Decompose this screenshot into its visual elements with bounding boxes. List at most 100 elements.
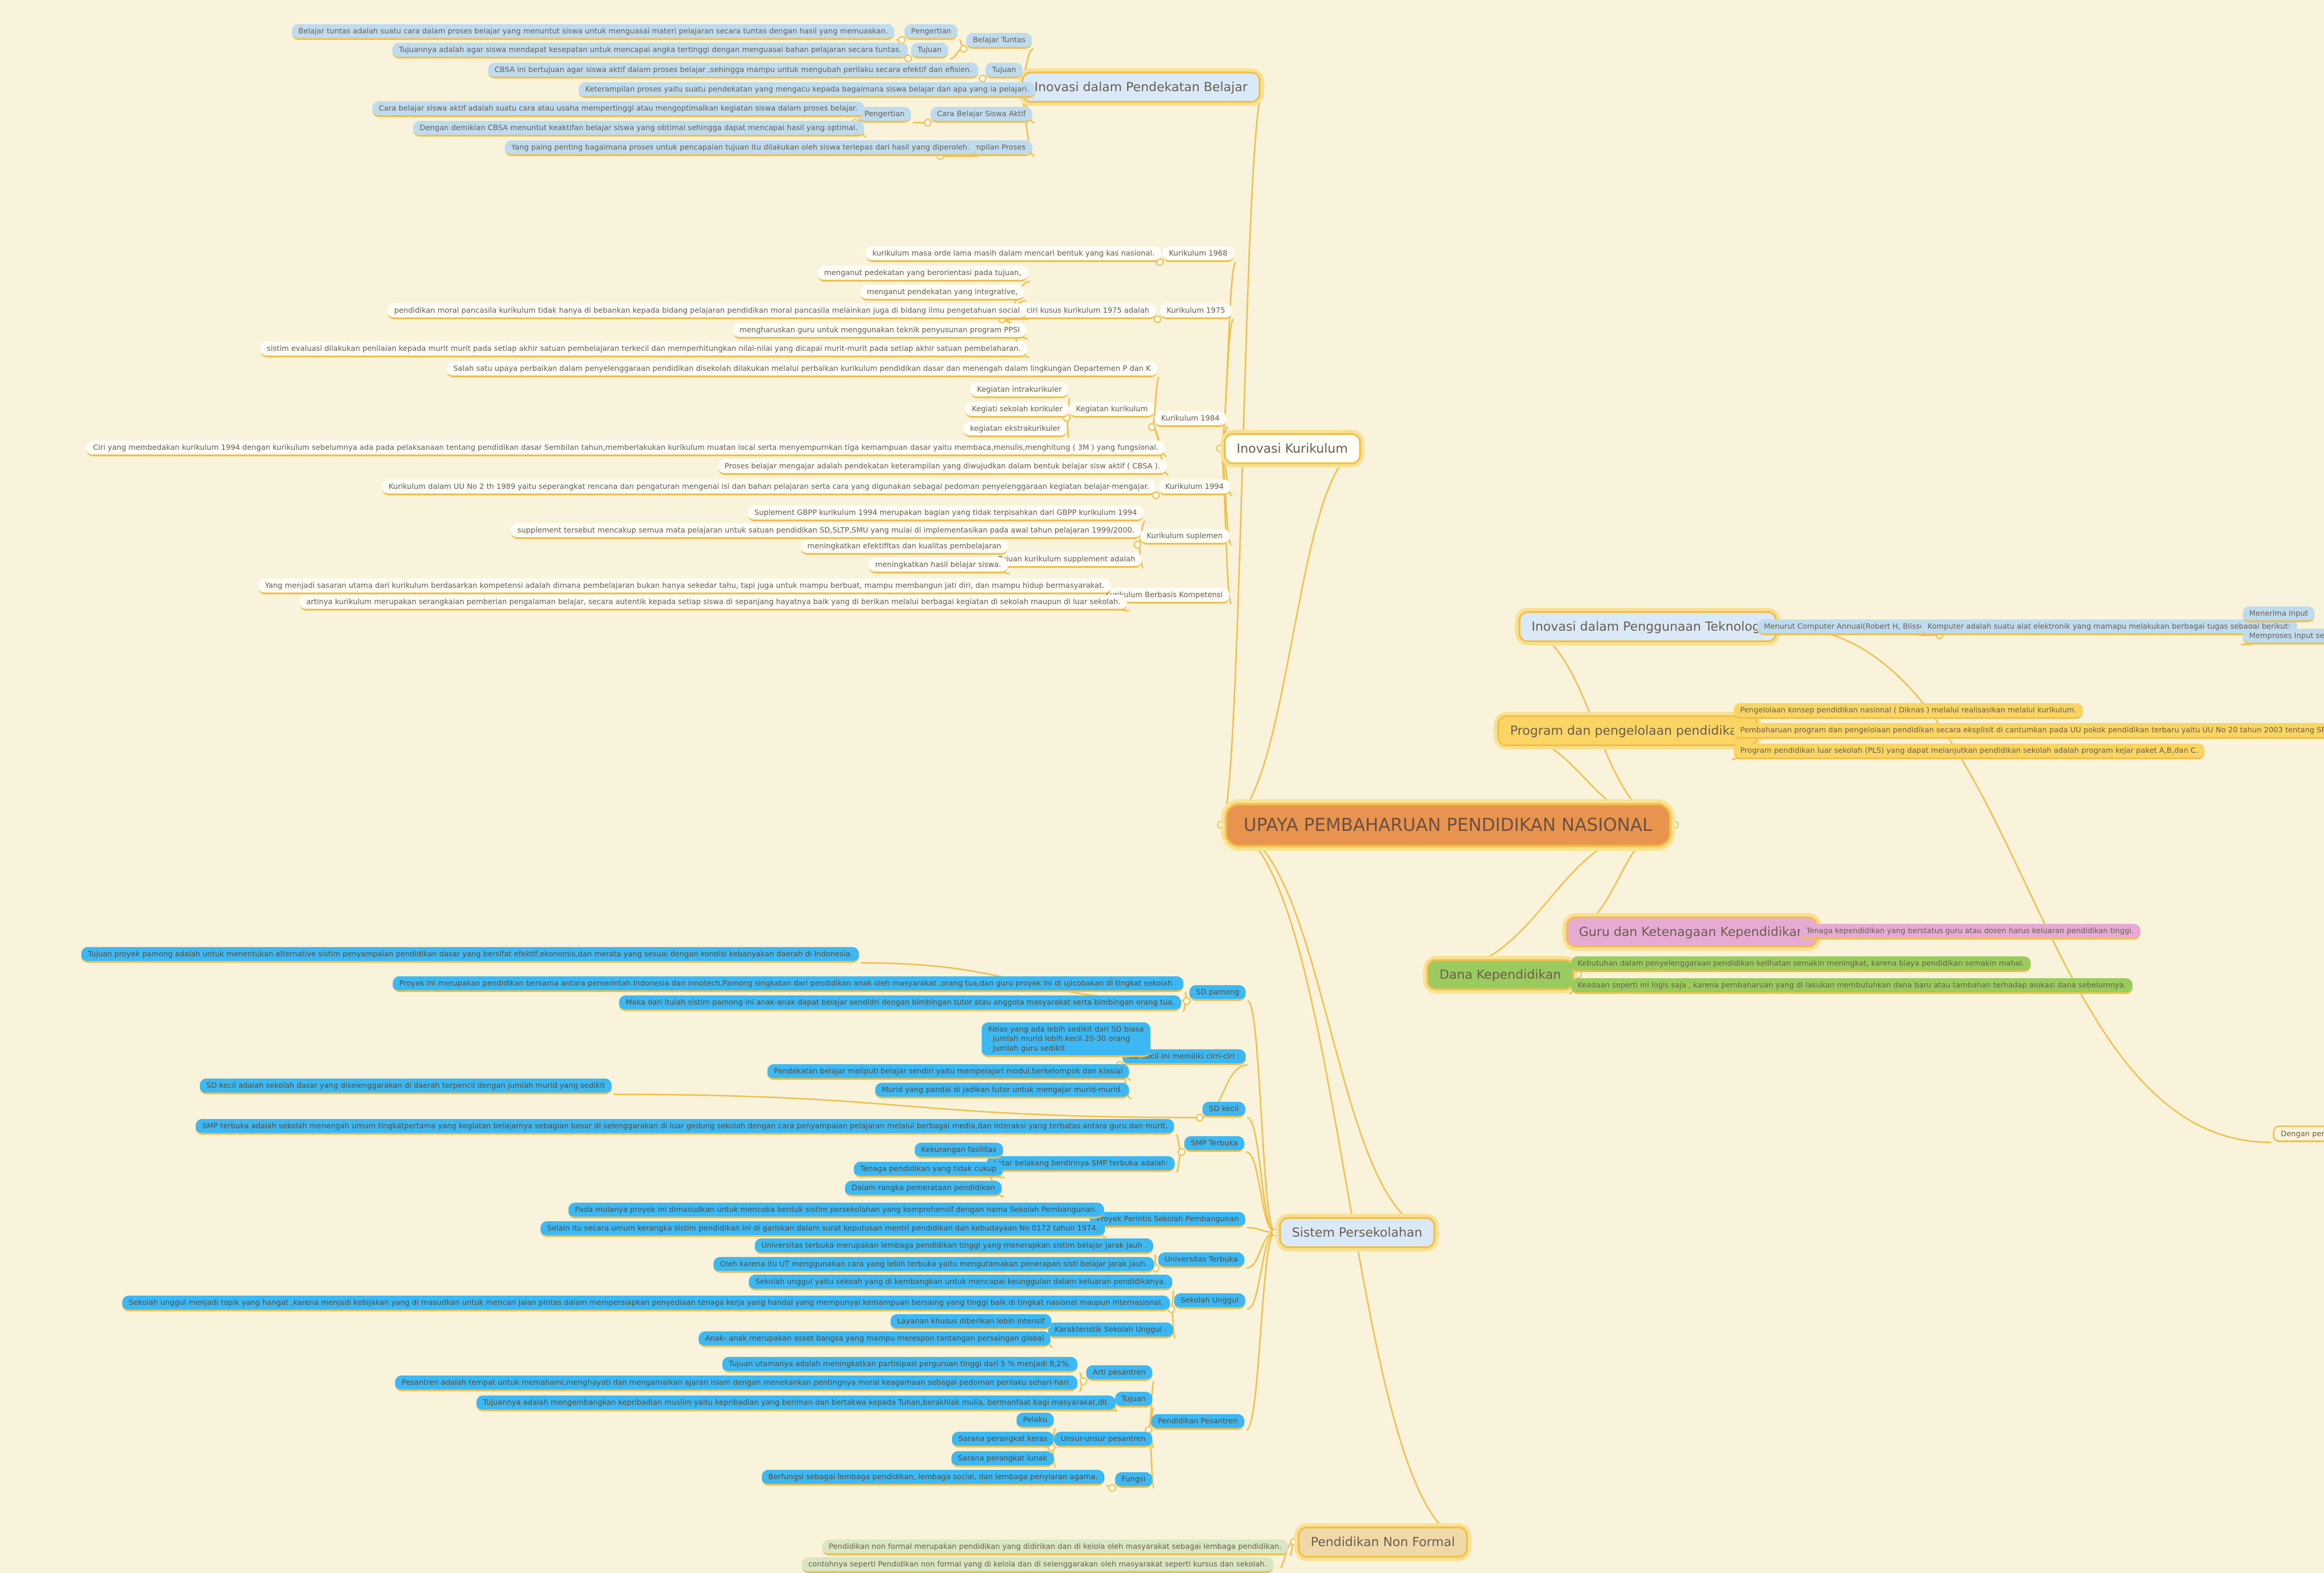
node-latar-belakang-smp[interactable]: Latar belakang berdirinya SMP terbuka ad…	[987, 1156, 1175, 1172]
node-sd-kecil[interactable]: SD kecil	[1202, 1102, 1245, 1118]
leaf-unsur-1[interactable]: Pelaku	[1017, 1413, 1054, 1428]
branch-guru-ketenagaan[interactable]: Guru dan Ketenagaan Kependidikan	[1566, 916, 1818, 948]
leaf-pengelolaan-3[interactable]: Program pendidikan luar sekolah (PLS) ya…	[1734, 744, 2205, 759]
leaf-kegiatan-korikuler[interactable]: Kegiati sekolah korikuler	[965, 402, 1070, 418]
branch-pendidikan-non-formal[interactable]: Pendidikan Non Formal	[1298, 1526, 1468, 1558]
leaf-1984-3[interactable]: Proses belajar mengajar adalah pendekata…	[718, 459, 1167, 475]
leaf-tujuan-suplemen-1[interactable]: meningkatkan efektifitas dan kualitas pe…	[801, 539, 1008, 555]
leaf-suplemen-1[interactable]: Suplement GBPP kurikulum 1994 merupakan …	[748, 506, 1143, 521]
leaf-sd-pamong-1[interactable]: Proyek ini merupakan pendidikan bersama …	[393, 976, 1184, 992]
node-ciri-1975[interactable]: Ciri-ciri kusus kurikulum 1975 adalah	[1005, 303, 1156, 319]
leaf-1984-2[interactable]: Ciri yang membedakan kurikulum 1994 deng…	[86, 441, 1165, 456]
leaf-ciri-1975-3[interactable]: pendidikan moral pancasila kurikulum tid…	[388, 303, 1027, 319]
leaf-karakteristik-2[interactable]: Anak- anak merupakan asset bangsa yang m…	[699, 1331, 1051, 1347]
node-kurikulum-1994[interactable]: Kurikulum 1994	[1159, 480, 1230, 495]
leaf-ciri-sd-kecil-1[interactable]: Kelas yang ada lebih sedikit dari SD bia…	[982, 1022, 1150, 1057]
leaf-sd-kecil-def[interactable]: SD kecil adalah sekolah dasar yang disel…	[200, 1079, 612, 1094]
leaf-tujuan-belajar-tuntas[interactable]: Tujuannya adalah agar siswa mendapat kes…	[392, 43, 908, 59]
leaf-arti-1[interactable]: Tujuan utamanya adalah meningkatkan part…	[722, 1357, 1077, 1373]
branch-inovasi-kurikulum[interactable]: Inovasi Kurikulum	[1223, 433, 1361, 464]
central-topic[interactable]: UPAYA PEMBAHARUAN PENDIDIKAN NASIONAL	[1224, 803, 1671, 847]
leaf-non-formal-2[interactable]: contohnya seperti Pendidikan non formal …	[802, 1557, 1274, 1573]
leaf-ppsp-2[interactable]: Selain itu secara umum kerangka sistim p…	[541, 1221, 1105, 1237]
node-ciri-sd-kecil[interactable]: SD kecil ini memiliki cirri-ciri :	[1122, 1049, 1246, 1065]
leaf-perkembangan-teknologi[interactable]: Dengan perkembangan teknologi seperti in…	[2273, 1125, 2324, 1143]
leaf-pengertian-belajar-tuntas[interactable]: Belajar tuntas adalah suatu cara dalam p…	[292, 24, 895, 40]
node-kurikulum-1968[interactable]: Kurikulum 1968	[1162, 246, 1234, 262]
node-smp-terbuka[interactable]: SMP Terbuka	[1184, 1136, 1245, 1152]
leaf-sekolah-unggul-2[interactable]: Sekolah unggul menjadi topik yang hangat…	[122, 1296, 1170, 1311]
leaf-smp-terbuka-def[interactable]: SMP terbuka adalah sekolah menengah umum…	[196, 1119, 1175, 1135]
leaf-non-formal-1[interactable]: Pendidikan non formal merupakan pendidik…	[822, 1540, 1288, 1555]
node-universitas-terbuka[interactable]: Universitas Terbuka	[1158, 1252, 1245, 1268]
leaf-arti-2[interactable]: Pesantren adalah tempat untuk memahami,m…	[395, 1376, 1078, 1391]
leaf-dana-1[interactable]: Kebutuhan dalam penyelenggaraan pendidik…	[1571, 956, 2031, 972]
node-pendidikan-pesantren[interactable]: Pendidikan Pesantren	[1151, 1414, 1244, 1430]
node-kurikulum-1975[interactable]: Kurikulum 1975	[1160, 303, 1232, 319]
leaf-cbsa-2[interactable]: Dengan demikian CBSA menuntut keaktifan …	[413, 121, 865, 137]
node-proyek-perintis[interactable]: Proyek Perintis Sekolah Pembangunan	[1090, 1212, 1246, 1228]
leaf-kbk-1[interactable]: Yang menjadi sasaran utama dari kurikulu…	[258, 579, 1111, 594]
leaf-1994-1[interactable]: Kurikulum dalam UU No 2 th 1989 yaitu se…	[382, 480, 1156, 495]
node-unsur-pesantren[interactable]: Unsur-unsur pesantren	[1054, 1432, 1152, 1448]
leaf-ciri-1975-5[interactable]: sistim evaluasi dilakukan penilaian kepa…	[260, 342, 1028, 357]
branch-pendekatan-belajar[interactable]: Inovasi dalam Pendekatan Belajar	[1021, 71, 1261, 103]
node-komputer-def[interactable]: Komputer adalah suatu alat elektronik ya…	[1921, 619, 2297, 635]
leaf-ciri-1975-1[interactable]: menganut pedekatan yang berorientasi pad…	[818, 266, 1028, 282]
leaf-kegiatan-intrakurikuler[interactable]: Kegiatan intrakurikuler	[971, 382, 1069, 398]
node-belajar-tuntas[interactable]: Belajar Tuntas	[966, 33, 1032, 49]
node-arti-pesantren[interactable]: Arti pesantren	[1086, 1365, 1153, 1381]
leaf-tujuan-cbsa[interactable]: CBSA ini bertujuan agar siswa aktif dala…	[488, 63, 979, 79]
node-pengertian-cbsa[interactable]: Pengertian	[858, 107, 911, 123]
leaf-keterampilan-proses-def[interactable]: Keterampilan proses yaitu suatu pendekat…	[579, 82, 1036, 98]
leaf-unsur-3[interactable]: Sarana perangkat lunak	[951, 1451, 1054, 1467]
node-tujuan-cbsa[interactable]: Tujuan	[985, 63, 1023, 79]
leaf-menerima-input[interactable]: Menerima Input	[2243, 606, 2315, 622]
leaf-ciri-sd-kecil-3[interactable]: Murid yang pandai di jadikan tutor untuk…	[875, 1083, 1129, 1099]
leaf-pengelolaan-1[interactable]: Pengelolaan konsep pendidikan nasional (…	[1734, 703, 2083, 719]
node-sekolah-unggul[interactable]: Sekolah Unggul	[1174, 1293, 1245, 1309]
branch-penggunaan-teknologi[interactable]: Inovasi dalam Penggunaan Teknologi	[1519, 611, 1777, 642]
leaf-unsur-2[interactable]: Sarana perangkat keras	[952, 1432, 1054, 1448]
node-tujuan[interactable]: Tujuan	[911, 43, 949, 59]
branch-sistem-persekolahan[interactable]: Sistem Persekolahan	[1279, 1217, 1436, 1248]
leaf-ppsp-1[interactable]: Pada mulanya proyek ini dimasudkan untuk…	[568, 1203, 1104, 1218]
leaf-tujuan-suplemen-2[interactable]: meningkatkan hasil belajar siswa.	[869, 558, 1008, 573]
leaf-ciri-1975-2[interactable]: menganut pendekatan yang integrative,	[860, 285, 1024, 301]
node-cara-belajar-siswa-aktif[interactable]: Cara Belajar Siswa Aktif	[931, 107, 1032, 123]
leaf-tujuan-pesantren[interactable]: Tujuannya adalah mengembangkan kepribadi…	[476, 1395, 1116, 1411]
leaf-fungsi-pesantren[interactable]: Berfungsi sebagai lembaga pendidikan, le…	[762, 1470, 1104, 1486]
leaf-memproses-input[interactable]: Memproses Input sesuai dengan programnya	[2243, 629, 2324, 645]
leaf-dana-2[interactable]: Keadaan seperti ini logis saja , karena …	[1571, 978, 2133, 994]
leaf-latar-3[interactable]: Dalam rangka pemerataan pendidikan	[845, 1181, 1002, 1197]
leaf-karakteristik-1[interactable]: Layanan khusus diberikan lebih intensif	[891, 1314, 1051, 1330]
leaf-sekolah-unggul-1[interactable]: Sekolah unggul yaitu sekoah yang di kemb…	[749, 1275, 1173, 1290]
leaf-ciri-1975-4[interactable]: mengharuskan guru untuk menggunakan tekn…	[733, 323, 1027, 339]
node-kurikulum-1984[interactable]: Kurikulum 1984	[1155, 411, 1226, 427]
leaf-sd-pamong-2[interactable]: Maka dari itulah sistim pamong ini anak-…	[619, 995, 1182, 1011]
node-kegiatan-kurikulum[interactable]: Kegiatan kurikulum	[1070, 402, 1155, 418]
node-fungsi-pesantren[interactable]: Fungsi	[1115, 1472, 1152, 1488]
node-tujuan-pesantren[interactable]: Tujuan	[1115, 1392, 1153, 1408]
leaf-pengelolaan-2[interactable]: Pembaharuan program dan pengelolaan pend…	[1734, 723, 2324, 739]
leaf-kurikulum-1968[interactable]: kurikulum masa orde lama masih dalam men…	[866, 246, 1161, 262]
branch-dana-kependidikan[interactable]: Dana Kependidikan	[1426, 959, 1574, 990]
node-tujuan-suplemen[interactable]: Tujuan kurikulum supplement adalah	[991, 552, 1142, 568]
node-kurikulum-suplemen[interactable]: Kurikulum suplemen	[1140, 529, 1229, 545]
leaf-latar-1[interactable]: Kekurangan fasilitas	[915, 1143, 1003, 1158]
branch-program-pengelolaan[interactable]: Program dan pengelolaan pendidikan	[1497, 715, 1758, 746]
leaf-ut-1[interactable]: Universitas terbuka merupakan lembaga pe…	[755, 1238, 1154, 1254]
leaf-latar-2[interactable]: Tenaga pendidikan yang tidak cukup	[854, 1162, 1003, 1178]
leaf-keterampilan-proses[interactable]: Yang paing penting bagaimana proses untu…	[505, 140, 977, 156]
leaf-tujuan-proyek-pamong[interactable]: Tujuan proyek pamong adalah untuk menent…	[81, 947, 859, 963]
leaf-suplemen-2[interactable]: supplement tersebut mencakup semua mata …	[511, 523, 1141, 539]
leaf-kbk-2[interactable]: artinya kurikulum merupakan serangkaian …	[300, 595, 1127, 611]
node-karakteristik-unggul[interactable]: Karakteristik Sekolah Unggul :	[1048, 1323, 1174, 1338]
node-sd-pamong[interactable]: SD pamong	[1189, 985, 1246, 1001]
leaf-cbsa-1[interactable]: Cara belajar siswa aktif adalah suatu ca…	[372, 101, 865, 117]
node-pengertian[interactable]: Pengertian	[905, 24, 958, 40]
leaf-kegiatan-ekstrakurikuler[interactable]: kegiatan ekstrakurikuler	[964, 421, 1067, 437]
leaf-ut-2[interactable]: Oleh karena itu UT menggunakan cara yang…	[713, 1257, 1155, 1273]
leaf-tenaga-kependidikan[interactable]: Tenaga kependidikan yang berstatus guru …	[1800, 924, 2140, 940]
leaf-ciri-sd-kecil-2[interactable]: Pendekatan belajar meliputi belajar send…	[767, 1064, 1129, 1080]
